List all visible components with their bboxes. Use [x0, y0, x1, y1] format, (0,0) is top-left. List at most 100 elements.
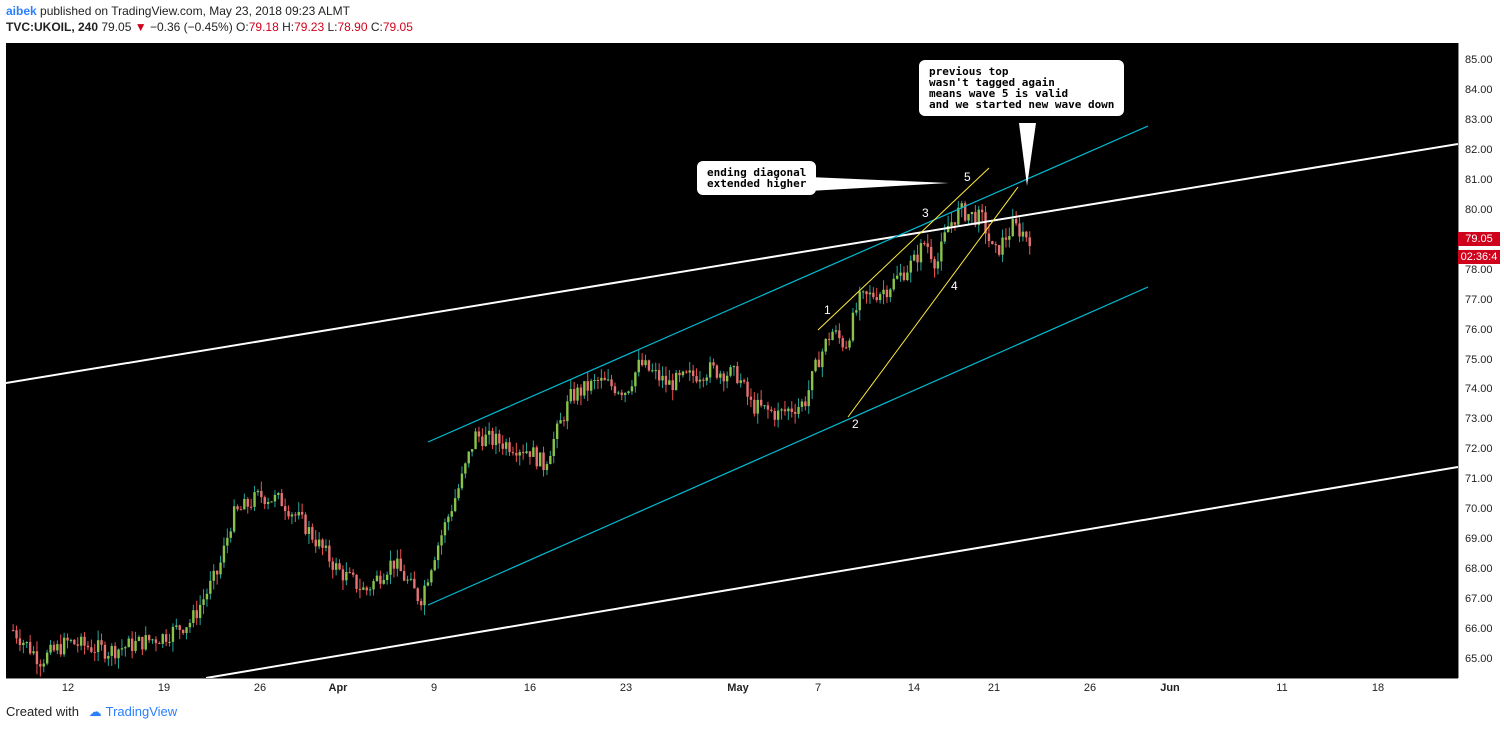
candle-body — [460, 473, 464, 489]
bar-countdown: 02:36:4 — [1458, 250, 1500, 264]
candle-body — [73, 639, 76, 645]
candle-body — [59, 644, 62, 655]
y-tick-label: 85.00 — [1465, 54, 1493, 66]
candle-body — [589, 380, 593, 391]
candle-body — [810, 371, 814, 391]
candle-body — [749, 396, 753, 400]
candle-body — [392, 560, 396, 569]
tradingview-logo-icon[interactable]: ☁ — [88, 704, 102, 719]
candle-body — [243, 498, 246, 510]
candle-body — [647, 360, 651, 371]
created-with-label: Created with — [6, 704, 79, 719]
candle-body — [426, 582, 430, 586]
callout-previous-top[interactable]: previous top wasn't tagged again means w… — [919, 60, 1125, 116]
candle-body — [532, 447, 535, 457]
candle-body — [630, 386, 634, 392]
candle-body — [521, 452, 525, 454]
callout-ending-diagonal[interactable]: ending diagonal extended higher — [697, 161, 817, 195]
candle-body — [640, 359, 644, 366]
candle-body — [603, 377, 606, 381]
y-tick-label: 65.00 — [1465, 653, 1493, 665]
candle-body — [222, 545, 226, 563]
candle-body — [443, 522, 447, 536]
candle-body — [525, 451, 528, 454]
candle-body — [773, 410, 776, 420]
candle-body — [790, 408, 793, 412]
candle-body — [899, 272, 902, 276]
candle-body — [797, 406, 800, 414]
candle-body — [909, 260, 912, 273]
candle-body — [164, 634, 168, 642]
candle-body — [685, 371, 688, 373]
candle-body — [549, 455, 552, 465]
candle-body — [436, 545, 440, 561]
chart-header: aibek published on TradingView.com, May … — [6, 3, 413, 35]
candle-body — [787, 408, 790, 412]
candle-body — [878, 294, 882, 301]
candle-body — [542, 452, 545, 471]
candle-body — [317, 539, 321, 547]
candle-body — [732, 366, 736, 368]
candle-body — [518, 452, 521, 456]
y-tick-label: 70.00 — [1465, 503, 1493, 516]
cyan-channel-lower — [427, 286, 1149, 606]
candle-body — [688, 370, 691, 373]
candle-body — [226, 537, 229, 546]
wave-label-2: 2 — [852, 417, 859, 431]
candle-body — [821, 351, 824, 368]
x-tick-label: 21 — [987, 682, 1001, 694]
footer: Created with ☁ TradingView — [6, 704, 177, 720]
candle-body — [66, 637, 69, 641]
y-tick-label: 84.00 — [1465, 83, 1493, 96]
candle-body — [314, 539, 317, 547]
candle-body — [175, 625, 178, 627]
candle-body — [79, 636, 83, 646]
candle-body — [399, 558, 402, 572]
candle-body — [457, 488, 460, 499]
candle-body — [15, 630, 18, 639]
candle-body — [827, 338, 831, 340]
candle-body — [110, 646, 113, 656]
candle-body — [368, 589, 372, 591]
candle-body — [943, 232, 946, 242]
price-chart[interactable] — [6, 43, 1458, 678]
candle-body — [804, 401, 807, 407]
candle-body — [705, 377, 708, 381]
symbol-name[interactable]: TVC:UKOIL, 240 — [6, 20, 99, 34]
candle-body — [861, 291, 865, 293]
author-link[interactable]: aibek — [6, 4, 37, 18]
x-tick-label: 18 — [1371, 682, 1385, 694]
candle-body — [304, 514, 307, 534]
candle-body — [396, 558, 399, 569]
x-tick-label: May — [727, 682, 749, 694]
candle-body — [76, 644, 79, 646]
candle-body — [141, 636, 144, 650]
y-tick-label: 74.00 — [1465, 383, 1493, 396]
candle-body — [766, 405, 770, 410]
wave-label-4: 4 — [951, 279, 958, 293]
candle-body — [586, 381, 589, 391]
time-axis[interactable]: 12 19 26 Apr 9 16 23 May 7 14 21 26 Jun 11 18 — [6, 678, 1458, 699]
candle-body — [780, 409, 783, 411]
candle-body — [559, 420, 562, 424]
candle-body — [719, 373, 722, 378]
candle-body — [481, 436, 484, 447]
tradingview-link[interactable]: TradingView — [105, 704, 178, 719]
x-tick-label: 26 — [1083, 682, 1097, 694]
x-tick-label: Jun — [1160, 682, 1180, 694]
candle-body — [158, 643, 161, 645]
candle-body — [402, 571, 406, 581]
candle-body — [1001, 237, 1004, 255]
candle-body — [103, 644, 107, 659]
candle-body — [365, 587, 368, 591]
candle-body — [579, 387, 583, 396]
price-axis[interactable]: 85.0084.0083.0082.0081.0080.0079.0078.00… — [1458, 43, 1504, 678]
candle-body — [307, 527, 311, 534]
candle-body — [11, 630, 15, 632]
candle-body — [127, 638, 130, 648]
chart-plot-area[interactable]: previous top wasn't tagged again means w… — [6, 43, 1458, 678]
x-tick-label: 7 — [814, 682, 822, 694]
candle-body — [83, 636, 86, 646]
candle-body — [569, 389, 572, 402]
candle-body — [987, 233, 991, 242]
